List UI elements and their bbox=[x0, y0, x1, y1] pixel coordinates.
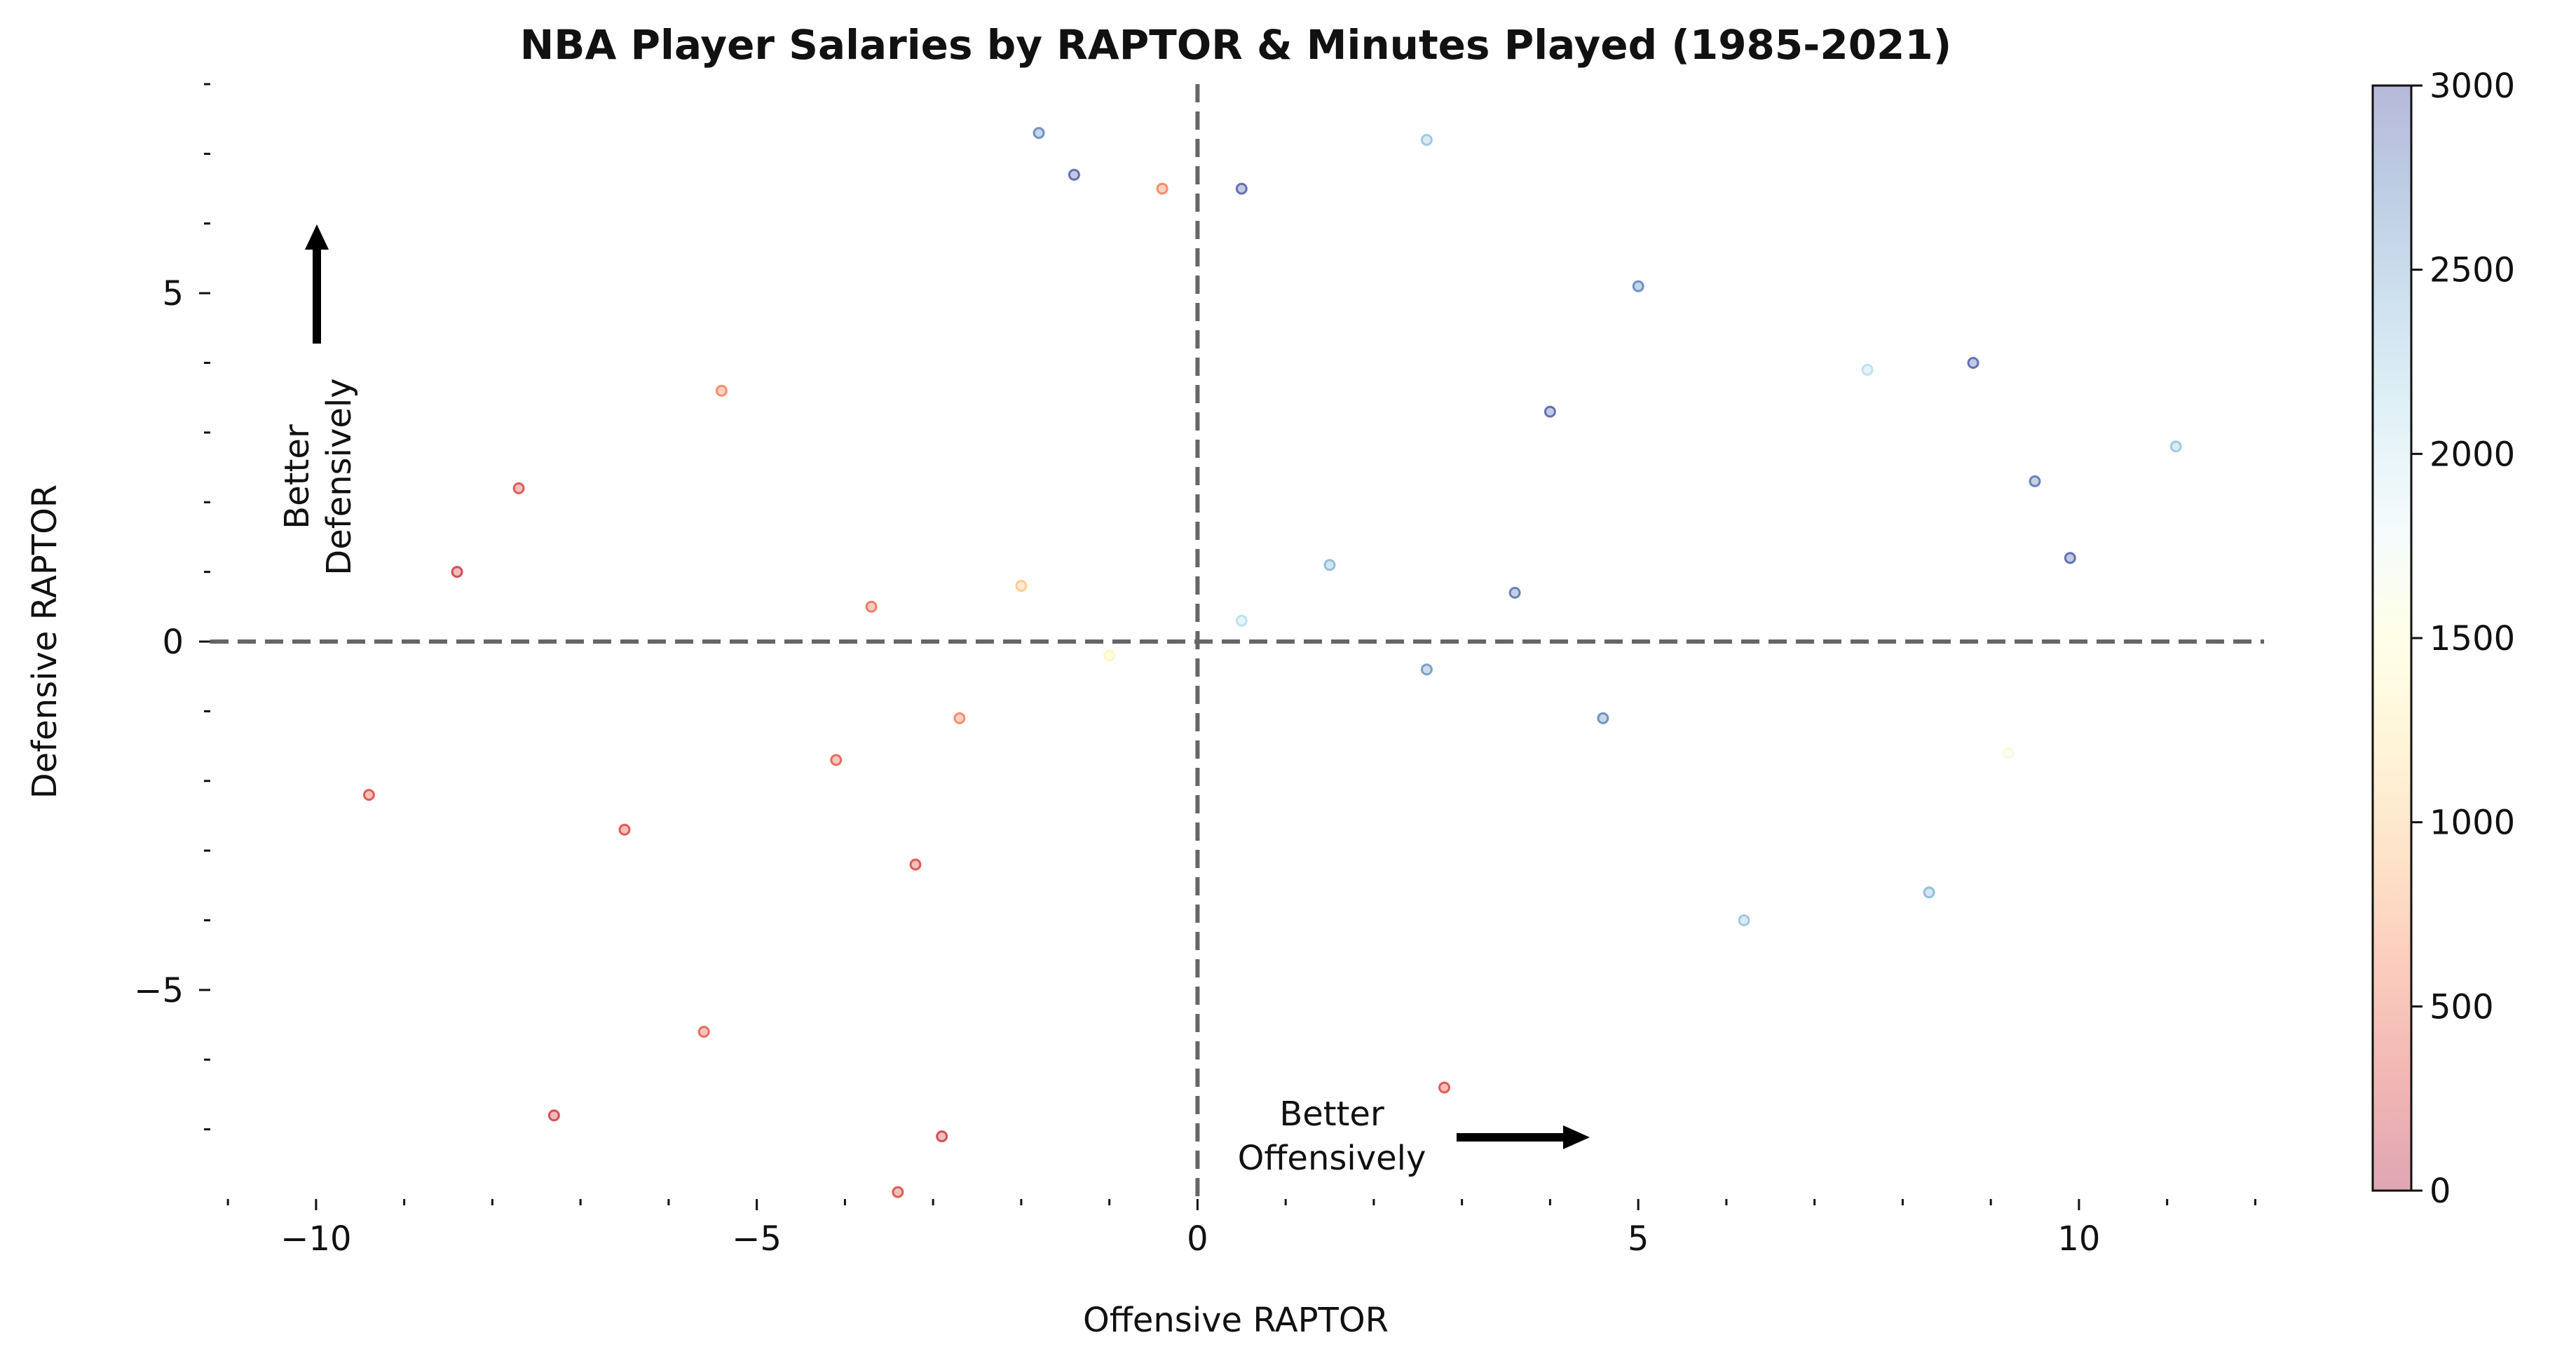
annotation-better-offensively: Better Offensively bbox=[1238, 1095, 1590, 1178]
defense-annotation-line2: Defensively bbox=[320, 378, 359, 575]
scatter-point bbox=[830, 754, 843, 766]
defense-arrow-head bbox=[305, 224, 329, 250]
colorbar-tick-label: 500 bbox=[2430, 987, 2494, 1027]
colorbar-ticks: 0 500 1000 1500 2000 2500 3000 bbox=[2411, 67, 2515, 1211]
scatter-point bbox=[1420, 663, 1433, 676]
scatter-point bbox=[618, 823, 631, 836]
scatter-point bbox=[936, 1130, 948, 1143]
y-tick-label: −5 bbox=[134, 971, 184, 1010]
scatter-point bbox=[865, 600, 878, 613]
annotation-better-defensively: Better Defensively bbox=[278, 224, 359, 576]
scatter-points bbox=[362, 127, 2182, 1198]
y-tick-label: 5 bbox=[162, 274, 184, 313]
offense-annotation-line1: Better bbox=[1279, 1095, 1384, 1134]
scatter-point bbox=[362, 789, 375, 801]
x-axis-label: Offensive RAPTOR bbox=[1083, 1301, 1389, 1340]
colorbar-tick-label: 1000 bbox=[2430, 804, 2515, 843]
scatter-point bbox=[1033, 127, 1045, 140]
scatter-point bbox=[547, 1109, 560, 1122]
scatter-point bbox=[2029, 475, 2041, 487]
scatter-point bbox=[1861, 363, 1874, 376]
colorbar-tick-label: 1500 bbox=[2430, 619, 2515, 658]
scatter-point bbox=[1235, 614, 1248, 627]
offense-annotation-line2: Offensively bbox=[1238, 1139, 1426, 1178]
colorbar-tick-label: 2000 bbox=[2430, 435, 2515, 474]
scatter-point bbox=[1015, 580, 1028, 592]
scatter-point bbox=[1543, 405, 1556, 418]
plot-area bbox=[210, 84, 2264, 1199]
x-tick-label: −5 bbox=[732, 1219, 782, 1259]
y-axis-label: Defensive RAPTOR bbox=[25, 485, 64, 799]
x-tick-label: 5 bbox=[1628, 1219, 1649, 1259]
scatter-point bbox=[1156, 182, 1168, 195]
colorbar-tick-label: 2500 bbox=[2430, 251, 2515, 290]
scatter-point bbox=[2169, 440, 2182, 453]
colorbar: 0 500 1000 1500 2000 2500 3000 bbox=[2371, 67, 2515, 1211]
scatter-point bbox=[1103, 649, 1116, 662]
scatter-point bbox=[1597, 712, 1609, 724]
scatter-point bbox=[1632, 280, 1644, 292]
x-tick-label: −10 bbox=[280, 1219, 351, 1259]
x-axis: −10 −5 0 5 10 bbox=[226, 1199, 2256, 1259]
scatter-point bbox=[512, 482, 525, 494]
scatter-point bbox=[1438, 1081, 1450, 1094]
colorbar-tick-label: 3000 bbox=[2430, 67, 2515, 106]
scatter-point bbox=[1068, 168, 1080, 181]
scatter-point bbox=[715, 384, 728, 397]
x-tick-label: 0 bbox=[1187, 1219, 1208, 1259]
chart-title: NBA Player Salaries by RAPTOR & Minutes … bbox=[520, 21, 1952, 69]
scatter-point bbox=[451, 566, 463, 578]
scatter-point bbox=[1967, 357, 1979, 369]
scatter-point bbox=[2002, 747, 2015, 759]
x-tick-label: 10 bbox=[2057, 1219, 2100, 1259]
scatter-point bbox=[697, 1026, 710, 1038]
y-tick-label: 0 bbox=[162, 623, 184, 662]
scatter-point bbox=[909, 858, 922, 871]
scatter-point bbox=[1508, 586, 1521, 599]
scatter-point bbox=[953, 712, 966, 724]
scatter-point bbox=[2064, 552, 2076, 564]
scatter-point bbox=[892, 1186, 904, 1198]
scatter-point bbox=[1323, 559, 1336, 571]
defense-annotation-line1: Better bbox=[278, 424, 317, 529]
colorbar-gradient bbox=[2373, 86, 2411, 1191]
scatter-point bbox=[1923, 886, 1935, 899]
colorbar-tick-label: 0 bbox=[2430, 1172, 2451, 1211]
scatter-point bbox=[1235, 182, 1248, 195]
scatter-point bbox=[1738, 914, 1750, 926]
scatter-point bbox=[1420, 134, 1433, 146]
y-axis: −5 0 5 bbox=[134, 83, 210, 1131]
offense-arrow-head bbox=[1563, 1125, 1590, 1149]
